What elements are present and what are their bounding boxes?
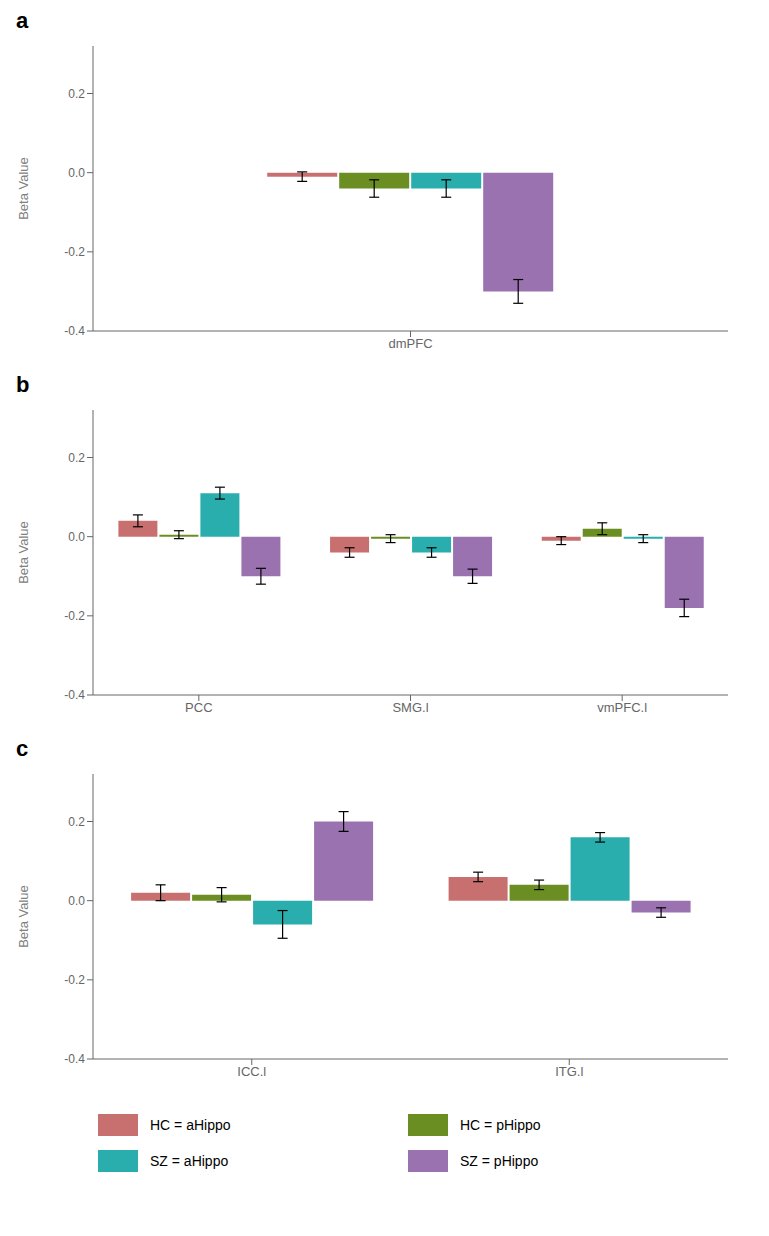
svg-text:SMG.l: SMG.l xyxy=(392,700,428,715)
svg-text:-0.2: -0.2 xyxy=(64,609,85,623)
svg-text:Beta Value: Beta Value xyxy=(16,885,31,948)
svg-text:0.0: 0.0 xyxy=(68,530,85,544)
svg-text:0.0: 0.0 xyxy=(68,166,85,180)
svg-text:0.2: 0.2 xyxy=(68,815,85,829)
svg-text:PCC: PCC xyxy=(185,700,212,715)
svg-text:0.0: 0.0 xyxy=(68,894,85,908)
svg-text:Beta Value: Beta Value xyxy=(16,521,31,584)
html-text:c: c xyxy=(16,736,29,761)
svg-text:ITG.l: ITG.l xyxy=(555,1064,583,1079)
html-text:HC = pHippo: HC = pHippo xyxy=(460,1117,541,1133)
svg-text:0.2: 0.2 xyxy=(68,87,85,101)
html-text:HC = aHippo: HC = aHippo xyxy=(150,1117,231,1133)
svg-text:dmPFC: dmPFC xyxy=(388,336,432,351)
svg-text:ICC.l: ICC.l xyxy=(237,1064,266,1079)
html-text:b: b xyxy=(16,372,30,397)
svg-text:-0.2: -0.2 xyxy=(64,973,85,987)
svg-text:Beta Value: Beta Value xyxy=(16,157,31,220)
svg-text:-0.4: -0.4 xyxy=(64,688,85,702)
svg-text:-0.4: -0.4 xyxy=(64,1052,85,1066)
html-text:a: a xyxy=(16,8,29,33)
svg-text:-0.2: -0.2 xyxy=(64,245,85,259)
svg-text:0.2: 0.2 xyxy=(68,451,85,465)
html-text:SZ = aHippo: SZ = aHippo xyxy=(150,1153,229,1169)
svg-text:-0.4: -0.4 xyxy=(64,324,85,338)
html-text:SZ = pHippo: SZ = pHippo xyxy=(460,1153,539,1169)
svg-text:vmPFC.l: vmPFC.l xyxy=(597,700,647,715)
